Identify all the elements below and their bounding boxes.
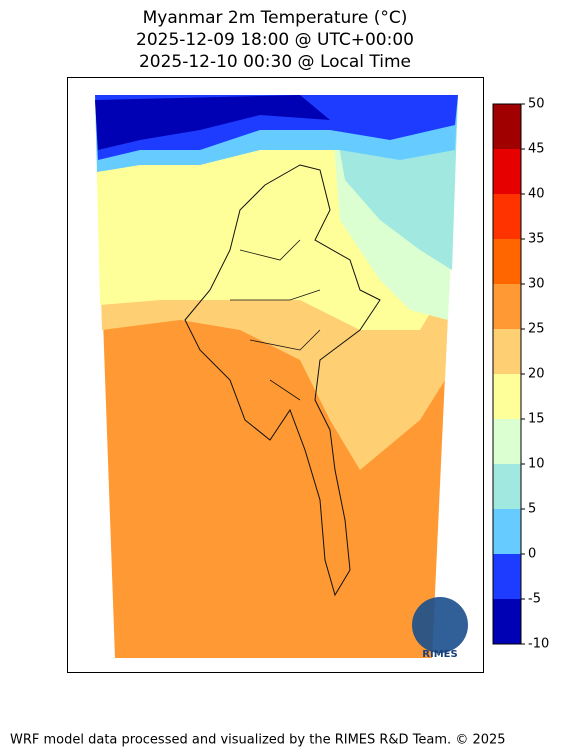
colorbar-tick-label: -5 [528, 592, 541, 607]
colorbar-tick-label: 50 [528, 97, 545, 112]
country-border [184, 164, 381, 597]
colorbar-tick-label: -10 [528, 637, 549, 652]
field-minus5 [95, 95, 330, 150]
colorbar-bin [493, 554, 521, 599]
colorbar: -10 -5 0 5 10 15 20 25 30 35 40 45 50 [492, 97, 549, 652]
colorbar-tick-label: 25 [528, 322, 545, 337]
colorbar-tick-label: 15 [528, 412, 545, 427]
map-frame [67, 77, 484, 673]
colorbar-tick-label: 10 [528, 457, 545, 472]
logo-text: RIMES [422, 649, 457, 660]
colorbar-tick-label: 0 [528, 547, 536, 562]
state-border [230, 239, 321, 401]
colorbar-tick-label: 5 [528, 502, 536, 517]
colorbar-tick-label: 35 [528, 232, 545, 247]
colorbar-tick-label: 20 [528, 367, 545, 382]
colorbar-bin [493, 149, 521, 194]
colorbar-bin [493, 239, 521, 284]
colorbar-tick-label: 30 [528, 277, 545, 292]
temperature-map: RIMES [95, 95, 468, 660]
colorbar-bin [493, 194, 521, 239]
colorbar-bin [493, 509, 521, 554]
colorbar-bin [493, 374, 521, 419]
colorbar-tick-label: 40 [528, 187, 545, 202]
colorbar-bin [493, 419, 521, 464]
title-line: 2025-12-10 00:30 @ Local Time [139, 52, 411, 72]
title-line: 2025-12-09 18:00 @ UTC+00:00 [136, 30, 414, 50]
colorbar-bin [493, 599, 521, 644]
field-30-east [350, 540, 432, 658]
colorbar-bin [493, 464, 521, 509]
footer: WRF model data processed and visualized … [10, 733, 506, 748]
logo-emblem [412, 597, 468, 653]
colorbar-bin [493, 284, 521, 329]
title-line: Myanmar 2m Temperature (°C) [143, 8, 408, 28]
colorbar-bin [493, 329, 521, 374]
colorbar-tick-label: 45 [528, 142, 545, 157]
colorbar-bin [493, 104, 521, 149]
